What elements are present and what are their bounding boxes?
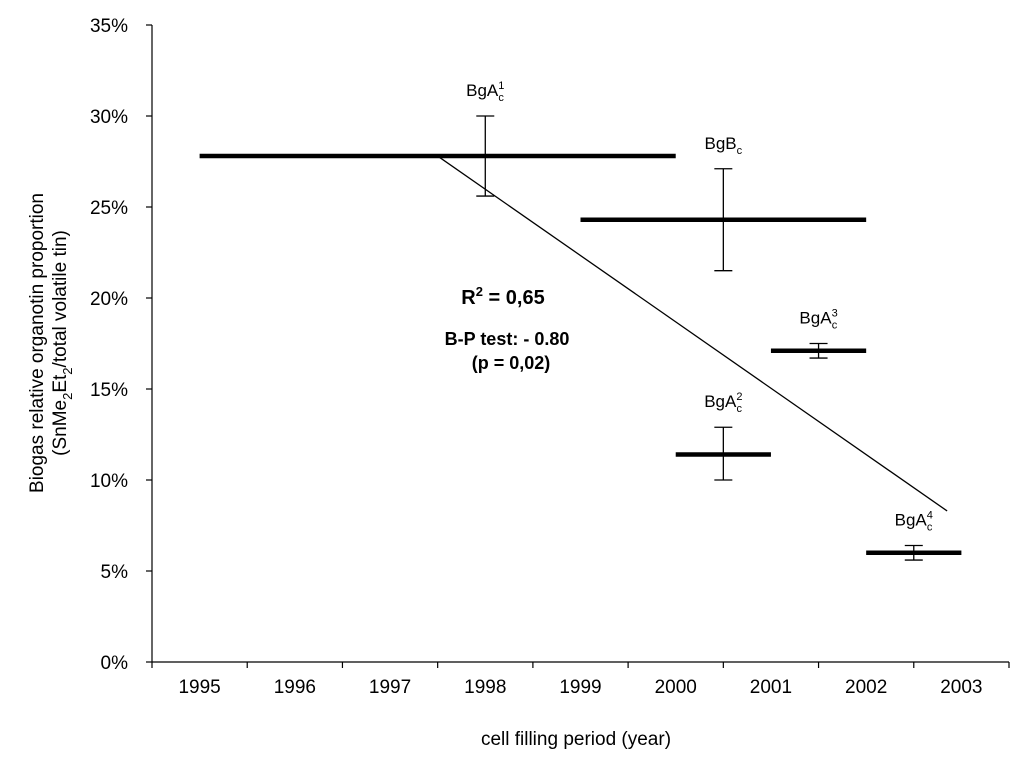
series-label: BgA1 c [466, 80, 504, 104]
x-tick-labels: 1995 1996 1997 1998 1999 2000 2001 2002 2003 [178, 677, 982, 698]
x-tick-label: 2000 [655, 677, 697, 698]
p-value-annotation: (p = 0,02) [472, 353, 551, 373]
x-axis-title: cell filling period (year) [481, 729, 671, 750]
series-label: BgA2 c [704, 391, 742, 415]
series-label: BgA4 c [895, 510, 933, 534]
y-tick-label: 15% [90, 380, 128, 401]
x-tick-label: 1995 [178, 677, 220, 698]
y-tick-label: 25% [90, 198, 128, 219]
x-tick-label: 1999 [559, 677, 601, 698]
r2-annotation: R2 = 0,65 [461, 284, 544, 309]
series-label: BgA3 c [799, 308, 837, 332]
y-tick-label: 20% [90, 289, 128, 310]
axes [146, 24, 1010, 668]
x-tick-label: 2001 [750, 677, 792, 698]
y-tick-label: 30% [90, 107, 128, 128]
y-tick-label: 5% [101, 562, 129, 583]
x-tick-label: 1996 [274, 677, 316, 698]
bp-test-annotation: B-P test: - 0.80 [445, 329, 570, 349]
series-4 [675, 426, 771, 481]
x-tick-label: 1998 [464, 677, 506, 698]
x-tick-label: 2002 [845, 677, 887, 698]
y-tick-label: 0% [101, 653, 129, 674]
series-3 [770, 342, 867, 359]
y-tick-labels: 0% 5% 10% 15% 20% 25% 30% 35% [90, 16, 128, 674]
x-tick-label: 1997 [369, 677, 411, 698]
series-2 [580, 168, 867, 272]
y-axis-title-line2: (SnMe2Et2/total volatile tin) [50, 230, 75, 456]
trend-line [437, 155, 948, 512]
y-axis-title-line1: Biogas relative organotin proportion [27, 193, 48, 493]
y-tick-label: 35% [90, 16, 128, 37]
y-tick-label: 10% [90, 471, 128, 492]
series-labels: BgA1 c BgBc BgA3 c BgA2 c BgA4 c [466, 80, 933, 534]
plot-marks [199, 115, 962, 561]
series-5 [866, 544, 962, 561]
series-label: BgBc [705, 134, 743, 157]
series-1 [199, 115, 676, 197]
x-tick-label: 2003 [940, 677, 982, 698]
